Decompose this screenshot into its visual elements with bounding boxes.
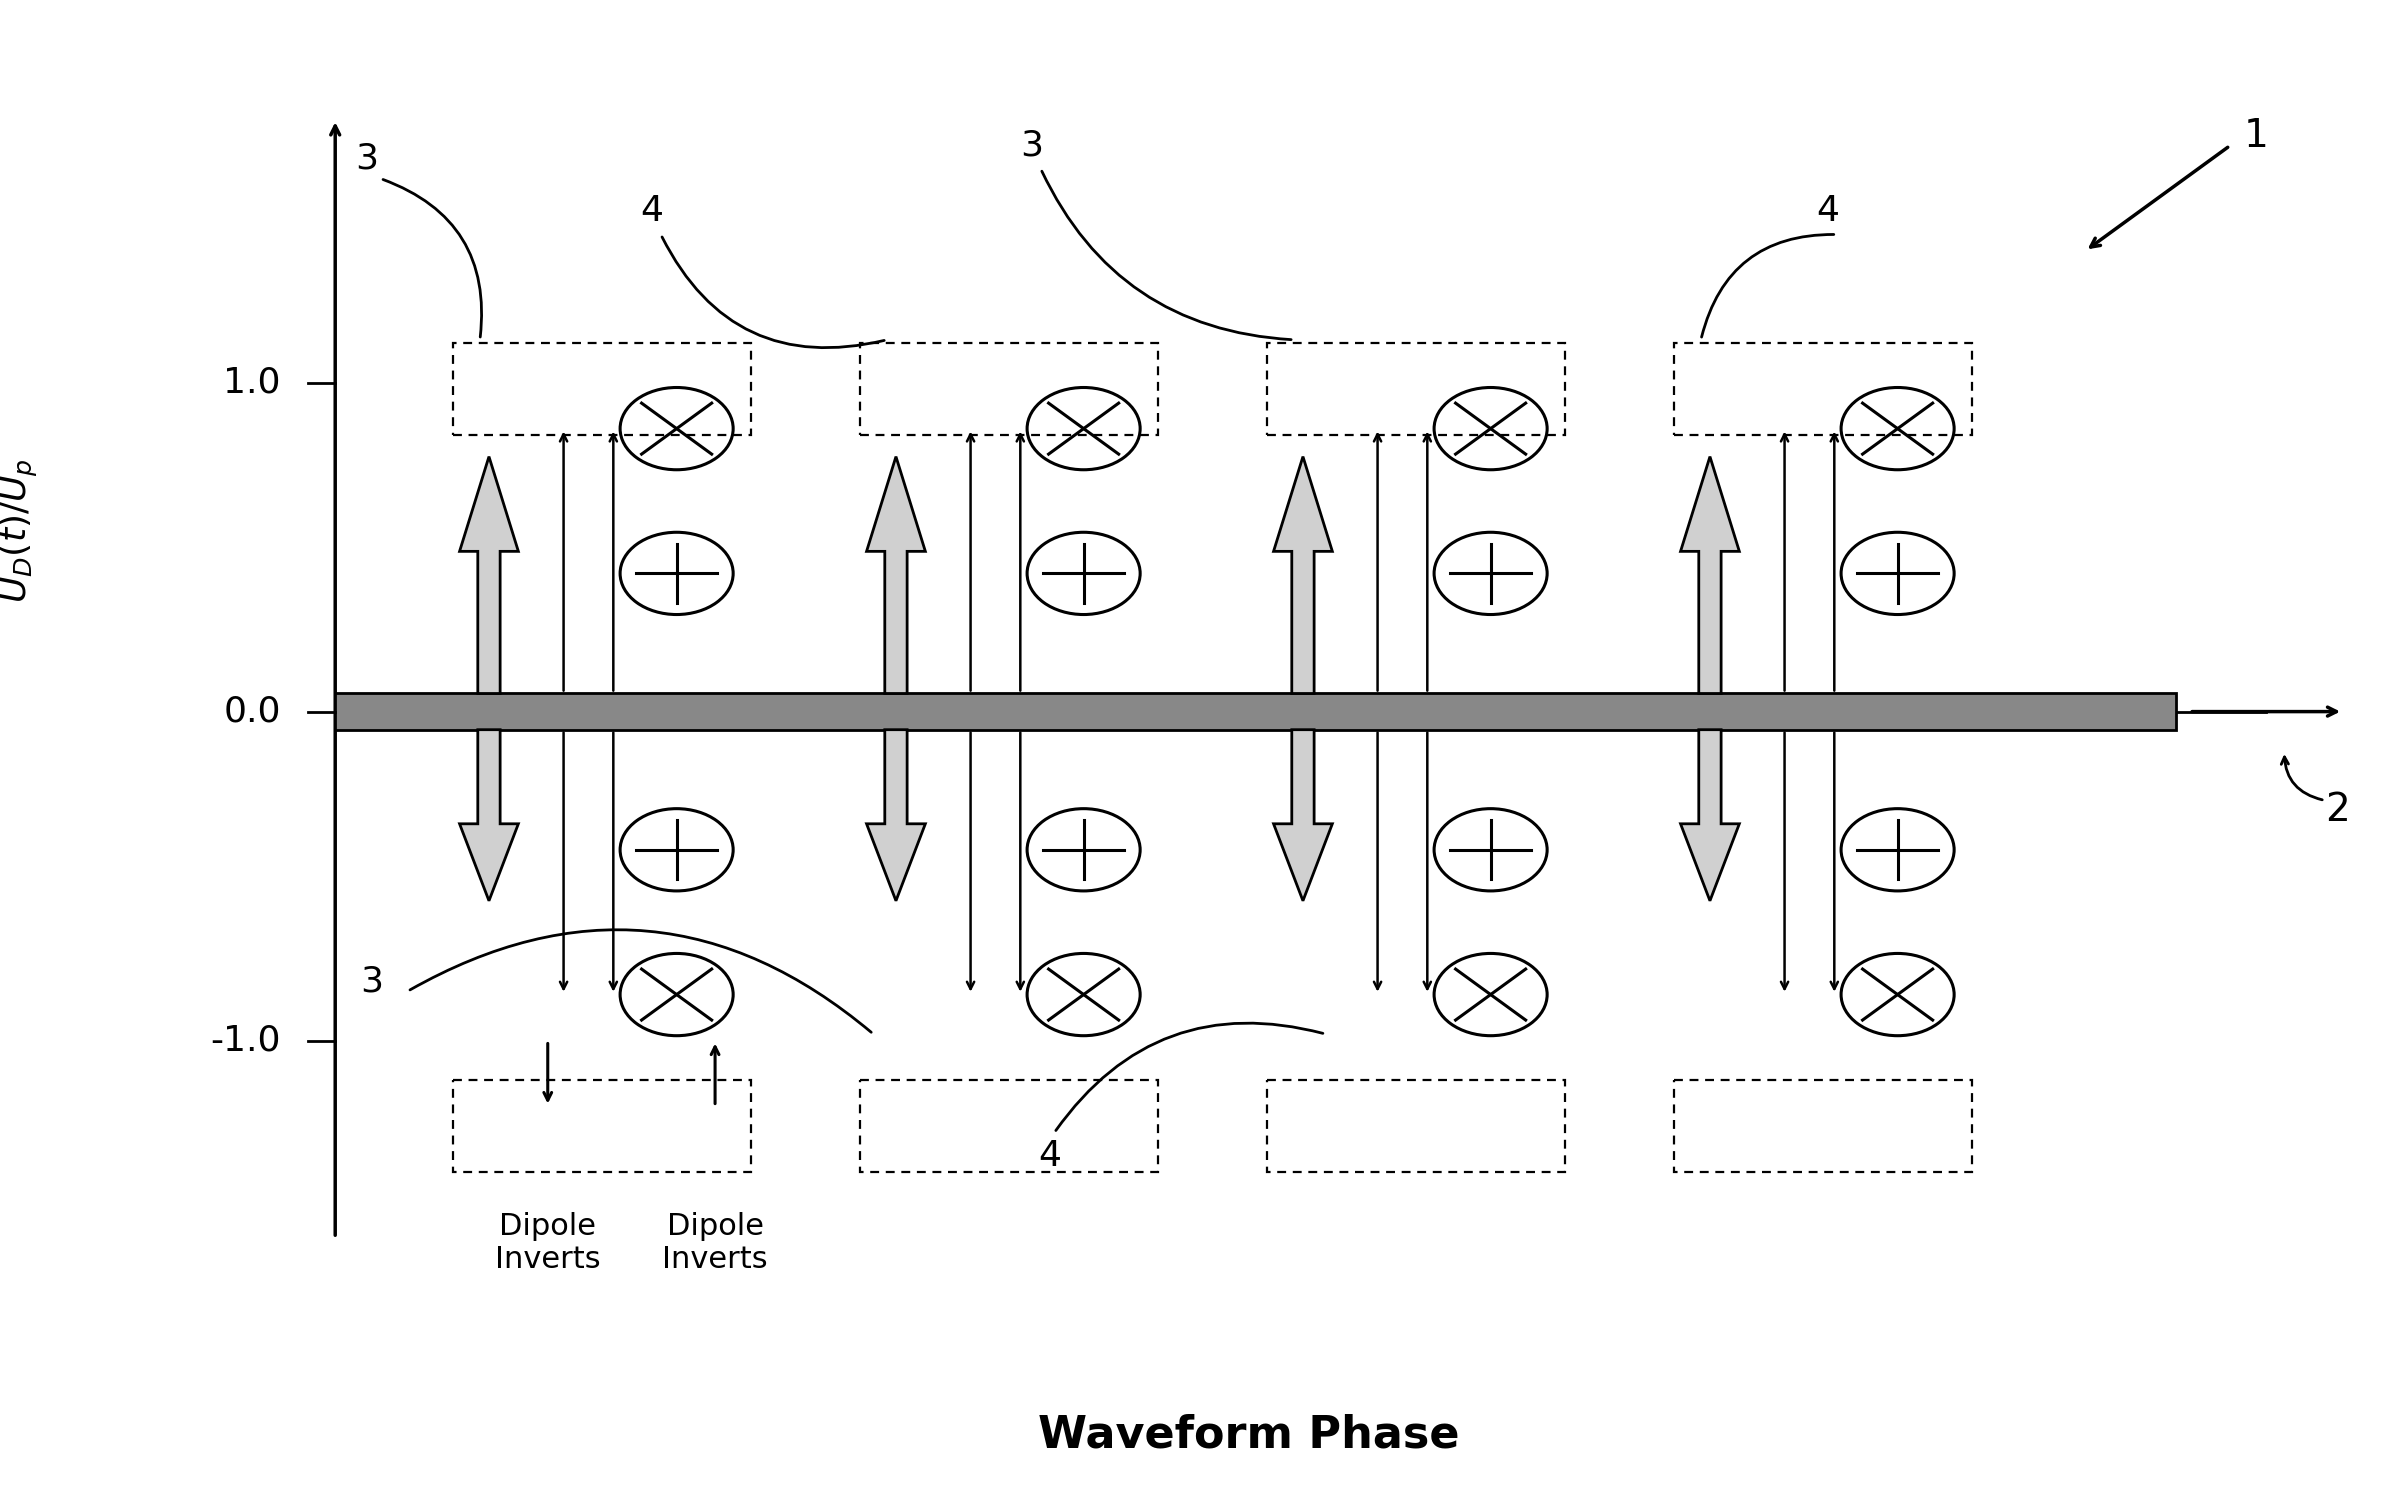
Text: 1: 1 xyxy=(2242,116,2269,155)
Text: 0.0: 0.0 xyxy=(224,694,282,728)
Text: 2: 2 xyxy=(2324,791,2351,829)
Polygon shape xyxy=(866,457,926,694)
Bar xyxy=(1675,1080,1973,1172)
Bar xyxy=(859,342,1157,435)
Polygon shape xyxy=(460,457,517,694)
Bar xyxy=(452,1080,751,1172)
Text: 1.0: 1.0 xyxy=(224,366,282,399)
Text: -1.0: -1.0 xyxy=(209,1023,282,1057)
Bar xyxy=(1268,1080,1566,1172)
Text: 4: 4 xyxy=(1817,195,1838,228)
Text: 4: 4 xyxy=(640,195,664,228)
Text: Dipole
Inverts: Dipole Inverts xyxy=(662,1212,768,1275)
Polygon shape xyxy=(1273,730,1333,901)
Polygon shape xyxy=(1679,730,1740,901)
Text: Dipole
Inverts: Dipole Inverts xyxy=(496,1212,602,1275)
Polygon shape xyxy=(866,730,926,901)
Bar xyxy=(859,1080,1157,1172)
Text: Waveform Phase: Waveform Phase xyxy=(1037,1415,1460,1456)
Text: 3: 3 xyxy=(356,141,378,176)
Text: $U_D(t)/U_p$: $U_D(t)/U_p$ xyxy=(0,459,41,603)
Polygon shape xyxy=(1273,457,1333,694)
Bar xyxy=(1675,342,1973,435)
Bar xyxy=(1268,342,1566,435)
Bar xyxy=(452,342,751,435)
Polygon shape xyxy=(1679,457,1740,694)
Bar xyxy=(334,694,2175,730)
Text: 4: 4 xyxy=(1039,1139,1061,1173)
Polygon shape xyxy=(460,730,517,901)
Text: 3: 3 xyxy=(1020,128,1044,162)
Text: 3: 3 xyxy=(361,965,383,999)
